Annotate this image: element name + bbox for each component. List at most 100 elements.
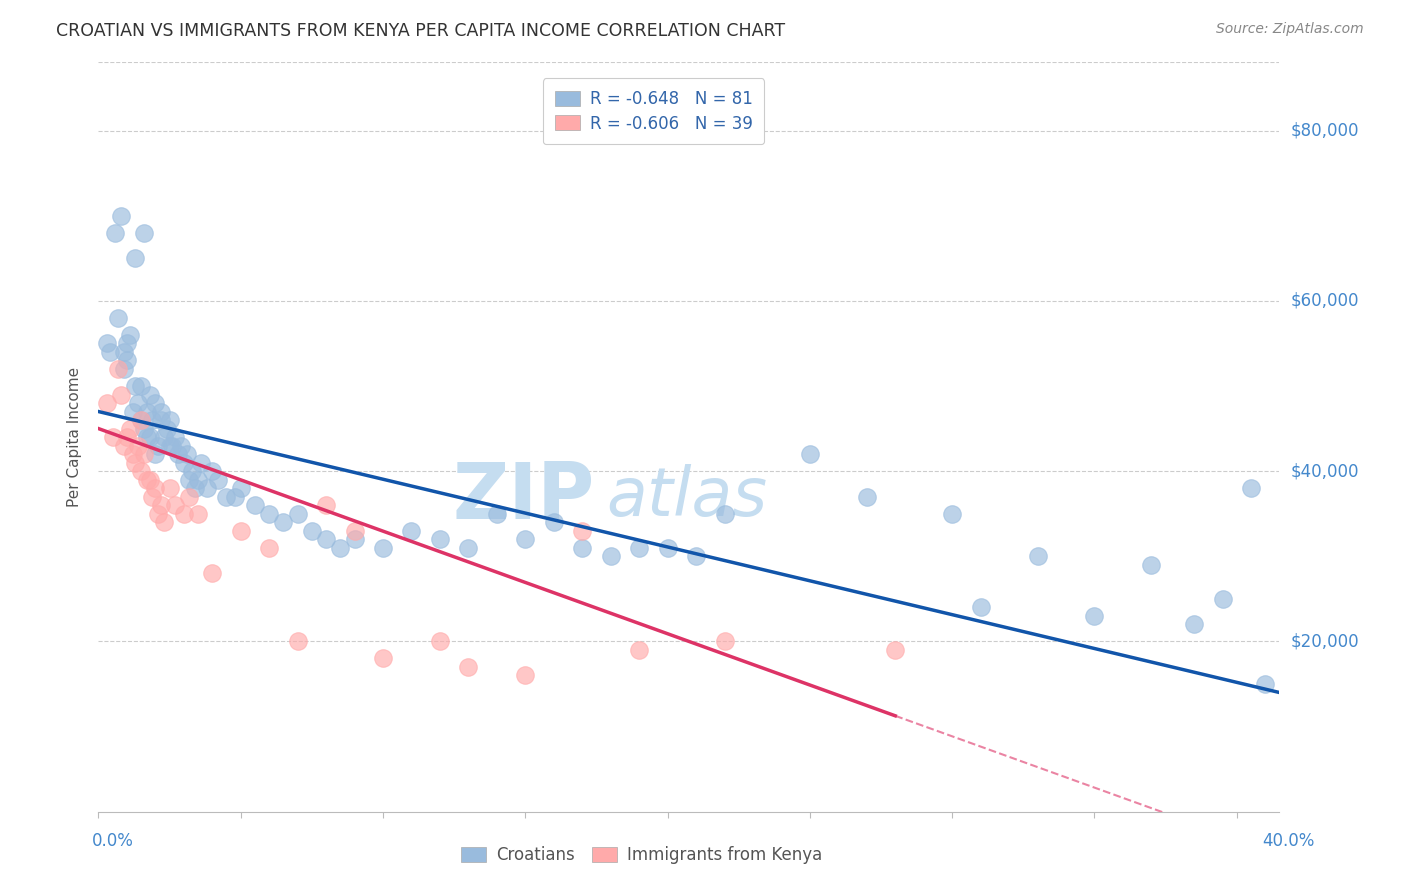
Point <box>628 643 651 657</box>
Point <box>229 524 252 538</box>
Text: 40.0%: 40.0% <box>1263 831 1315 849</box>
Point <box>571 541 593 555</box>
Point <box>110 387 132 401</box>
Point <box>190 456 212 470</box>
Point <box>143 481 166 495</box>
Point <box>207 473 229 487</box>
Point <box>315 498 337 512</box>
Point <box>329 541 352 555</box>
Point <box>124 456 146 470</box>
Point <box>173 507 195 521</box>
Point <box>187 473 209 487</box>
Point <box>856 490 879 504</box>
Point <box>571 524 593 538</box>
Point <box>141 413 163 427</box>
Point <box>153 430 176 444</box>
Point <box>371 651 394 665</box>
Point <box>129 464 152 478</box>
Point <box>138 387 160 401</box>
Point <box>485 507 508 521</box>
Point <box>301 524 323 538</box>
Point <box>138 473 160 487</box>
Point <box>599 549 621 564</box>
Point <box>429 533 451 547</box>
Point <box>257 541 280 555</box>
Point <box>371 541 394 555</box>
Point <box>201 464 224 478</box>
Point <box>273 515 295 529</box>
Point <box>124 252 146 266</box>
Point <box>112 362 135 376</box>
Point <box>1026 549 1049 564</box>
Point <box>179 473 201 487</box>
Y-axis label: Per Capita Income: Per Capita Income <box>67 367 83 508</box>
Point <box>129 413 152 427</box>
Point <box>884 643 907 657</box>
Point <box>457 541 479 555</box>
Point <box>135 473 157 487</box>
Point <box>165 498 187 512</box>
Point <box>118 327 141 342</box>
Point <box>401 524 423 538</box>
Point <box>170 439 193 453</box>
Point <box>150 404 173 418</box>
Point <box>287 634 309 648</box>
Point <box>150 498 173 512</box>
Point <box>121 447 143 461</box>
Point <box>1212 591 1234 606</box>
Point <box>159 413 181 427</box>
Point <box>98 345 121 359</box>
Point <box>713 507 735 521</box>
Point <box>135 404 157 418</box>
Text: Source: ZipAtlas.com: Source: ZipAtlas.com <box>1216 22 1364 37</box>
Point <box>1240 481 1263 495</box>
Point <box>153 515 176 529</box>
Text: atlas: atlas <box>606 464 768 530</box>
Point <box>195 481 218 495</box>
Point <box>115 336 138 351</box>
Point <box>96 396 118 410</box>
Point <box>104 226 127 240</box>
Point <box>138 430 160 444</box>
Point <box>107 362 129 376</box>
Text: $60,000: $60,000 <box>1291 292 1360 310</box>
Point <box>148 507 170 521</box>
Point <box>115 353 138 368</box>
Text: $80,000: $80,000 <box>1291 121 1360 139</box>
Point <box>287 507 309 521</box>
Point <box>628 541 651 555</box>
Text: 0.0%: 0.0% <box>91 831 134 849</box>
Point <box>429 634 451 648</box>
Point <box>941 507 963 521</box>
Point <box>159 439 181 453</box>
Text: $40,000: $40,000 <box>1291 462 1360 480</box>
Point <box>179 490 201 504</box>
Point <box>156 421 179 435</box>
Point <box>187 507 209 521</box>
Legend: Croatians, Immigrants from Kenya: Croatians, Immigrants from Kenya <box>454 839 828 871</box>
Point <box>127 396 149 410</box>
Point <box>543 515 565 529</box>
Point <box>257 507 280 521</box>
Point <box>457 660 479 674</box>
Point <box>129 379 152 393</box>
Point <box>118 421 141 435</box>
Point <box>150 413 173 427</box>
Point <box>112 439 135 453</box>
Text: ZIP: ZIP <box>453 459 595 535</box>
Point <box>115 430 138 444</box>
Point <box>1140 558 1163 572</box>
Point <box>1254 677 1277 691</box>
Point <box>124 379 146 393</box>
Point <box>343 524 366 538</box>
Point <box>343 533 366 547</box>
Point <box>162 439 184 453</box>
Point <box>215 490 238 504</box>
Point <box>107 310 129 325</box>
Point <box>159 481 181 495</box>
Point <box>315 533 337 547</box>
Point <box>515 668 537 682</box>
Point <box>101 430 124 444</box>
Point <box>969 600 991 615</box>
Point <box>657 541 679 555</box>
